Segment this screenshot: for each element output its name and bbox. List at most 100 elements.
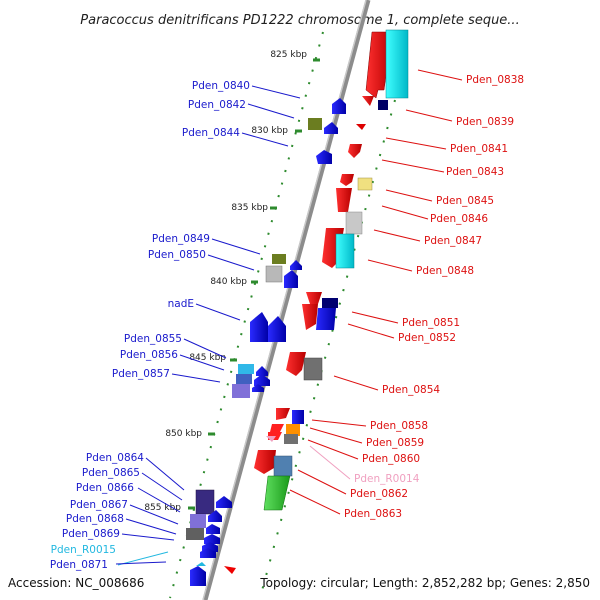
- gene-pden-0848[interactable]: [335, 233, 355, 269]
- gene-pden-0867[interactable]: [204, 534, 220, 544]
- gene-pden-0849[interactable]: [272, 254, 286, 264]
- label-pden-0839[interactable]: Pden_0839: [456, 116, 514, 128]
- left-leader-lines: [115, 85, 301, 566]
- gene-pden-0864[interactable]: [195, 489, 215, 515]
- gene-pden-0842[interactable]: [308, 118, 322, 130]
- gene-pden-0856[interactable]: [236, 374, 252, 384]
- right-leader-lines: [289, 69, 463, 515]
- gene-pden-0854-gray[interactable]: [303, 357, 323, 381]
- gene-pden-0857-blue[interactable]: [252, 384, 264, 392]
- gene-pden-0843[interactable]: [348, 144, 362, 158]
- inner-guide-track: [259, 99, 396, 599]
- genome-summary-text: Topology: circular; Length: 2,852,282 bp…: [259, 576, 590, 590]
- gene-nade[interactable]: [250, 312, 268, 342]
- gene-pden-0840[interactable]: [332, 98, 346, 114]
- gene-pden-0866-blue[interactable]: [206, 524, 220, 534]
- gene-pden-0855[interactable]: [238, 364, 254, 374]
- label-pden-0860[interactable]: Pden_0860: [362, 453, 420, 465]
- label-pden-0846[interactable]: Pden_0846: [430, 213, 488, 225]
- label-pden-0844[interactable]: Pden_0844: [182, 127, 240, 139]
- gene-pden-0856-blue[interactable]: [254, 374, 270, 386]
- label-pden-0862[interactable]: Pden_0862: [350, 488, 408, 500]
- label-pden-r0015[interactable]: Pden_R0015: [51, 544, 116, 556]
- gene-pden-0845-yellow[interactable]: [357, 177, 373, 191]
- gene-pden-0858[interactable]: [276, 408, 290, 420]
- gene-pden-0842-blue[interactable]: [324, 122, 338, 134]
- gene-pden-0859[interactable]: [270, 424, 284, 432]
- gene-pden-0852[interactable]: [302, 304, 318, 330]
- label-pden-0867[interactable]: Pden_0867: [70, 499, 128, 511]
- gene-red-bottom[interactable]: [224, 566, 236, 574]
- gene-pden-0846-gray[interactable]: [345, 211, 363, 235]
- label-pden-0847[interactable]: Pden_0847: [424, 235, 482, 247]
- label-pden-r0014[interactable]: Pden_R0014: [354, 473, 420, 485]
- outer-guide-track: [169, 31, 324, 599]
- label-pden-0851[interactable]: Pden_0851: [402, 317, 460, 329]
- gene-pden-0850[interactable]: [265, 265, 283, 283]
- gene-pden-0869[interactable]: [200, 548, 216, 558]
- label-pden-0842[interactable]: Pden_0842: [188, 99, 246, 111]
- label-pden-0855[interactable]: Pden_0855: [124, 333, 182, 345]
- gene-pden-0865[interactable]: [190, 514, 206, 528]
- gene-pden-r0014[interactable]: [266, 436, 276, 442]
- scale-label-845: 845 kbp: [189, 353, 226, 363]
- gene-pden-0858-blue[interactable]: [292, 410, 304, 424]
- gene-pden-0844[interactable]: [316, 150, 332, 164]
- gene-pden-0859-orange[interactable]: [286, 424, 300, 436]
- label-pden-0849[interactable]: Pden_0849: [152, 233, 210, 245]
- gene-pden-0862-steel[interactable]: [273, 455, 293, 477]
- label-pden-0868[interactable]: Pden_0868: [66, 513, 124, 525]
- gene-pden-0860-gray[interactable]: [284, 434, 298, 444]
- gene-pden-0838-cyan[interactable]: [385, 29, 409, 99]
- label-pden-0838[interactable]: Pden_0838: [466, 74, 524, 86]
- label-pden-0864[interactable]: Pden_0864: [86, 452, 144, 464]
- gene-pden-0845[interactable]: [340, 174, 354, 186]
- gene-pden-0871[interactable]: [190, 566, 206, 586]
- label-pden-0858[interactable]: Pden_0858: [370, 420, 428, 432]
- label-pden-0850[interactable]: Pden_0850: [148, 249, 206, 261]
- gene-pden-0864-blue[interactable]: [216, 496, 232, 508]
- gene-pden-0846[interactable]: [336, 188, 352, 212]
- label-pden-0843[interactable]: Pden_0843: [446, 166, 504, 178]
- right-strand-genes: [224, 29, 409, 574]
- gene-pden-0852-blue[interactable]: [316, 308, 336, 330]
- gene-pden-0866[interactable]: [186, 528, 204, 540]
- gene-pden-r0015[interactable]: [196, 562, 206, 566]
- label-pden-0856[interactable]: Pden_0856: [120, 349, 178, 361]
- label-pden-0848[interactable]: Pden_0848: [416, 265, 474, 277]
- label-pden-0863[interactable]: Pden_0863: [344, 508, 402, 520]
- gene-pden-0839-red[interactable]: [362, 96, 374, 106]
- gene-pden-0850-blue[interactable]: [284, 270, 298, 288]
- label-pden-0841[interactable]: Pden_0841: [450, 143, 508, 155]
- label-pden-0852[interactable]: Pden_0852: [398, 332, 456, 344]
- gene-pden-0862[interactable]: [254, 450, 276, 474]
- label-pden-0871[interactable]: Pden_0871: [50, 559, 108, 571]
- label-pden-0854[interactable]: Pden_0854: [382, 384, 440, 396]
- gene-pden-0839[interactable]: [378, 100, 388, 110]
- right-labels: Pden_0838 Pden_0839 Pden_0841 Pden_0843 …: [344, 74, 524, 520]
- label-pden-0845[interactable]: Pden_0845: [436, 195, 494, 207]
- scale-label-835: 835 kbp: [231, 203, 268, 213]
- gene-pden-0863[interactable]: [263, 475, 291, 511]
- left-strand-genes: [186, 98, 346, 586]
- label-pden-0840[interactable]: Pden_0840: [192, 80, 250, 92]
- label-pden-0857[interactable]: Pden_0857: [112, 368, 170, 380]
- gene-pden-0841[interactable]: [356, 124, 366, 130]
- gene-pden-0854[interactable]: [286, 352, 306, 376]
- gene-pden-0865-blue[interactable]: [208, 510, 222, 522]
- scale-label-850: 850 kbp: [165, 429, 202, 439]
- scale-label-840: 840 kbp: [210, 277, 247, 287]
- gene-nade-2[interactable]: [268, 316, 286, 342]
- gene-pden-0851[interactable]: [306, 292, 322, 304]
- map-title: Paracoccus denitrificans PD1222 chromoso…: [80, 13, 519, 28]
- gene-pden-0851-navy[interactable]: [322, 298, 338, 308]
- label-pden-0859[interactable]: Pden_0859: [366, 437, 424, 449]
- label-pden-0865[interactable]: Pden_0865: [82, 467, 140, 479]
- label-pden-0866[interactable]: Pden_0866: [76, 482, 134, 494]
- gene-pden-0857[interactable]: [232, 384, 250, 398]
- gene-pden-0855-blue[interactable]: [256, 366, 268, 376]
- label-nade[interactable]: nadE: [168, 298, 194, 310]
- label-pden-0869[interactable]: Pden_0869: [62, 528, 120, 540]
- scale-label-825: 825 kbp: [270, 50, 307, 60]
- gene-pden-0849-blue[interactable]: [290, 260, 302, 270]
